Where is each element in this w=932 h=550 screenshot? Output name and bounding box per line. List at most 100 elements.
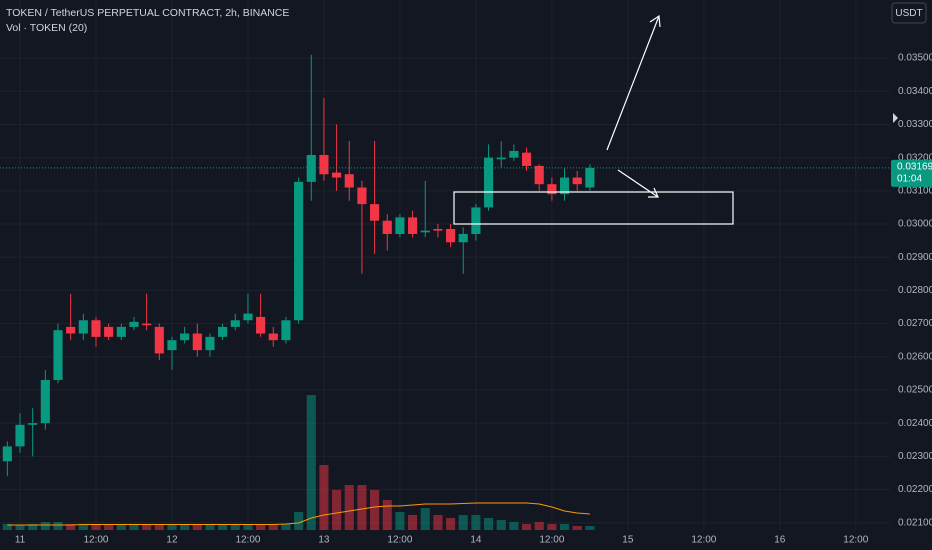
x-tick-label: 12:00	[539, 535, 564, 546]
candle-body	[433, 228, 443, 231]
volume-bar	[585, 526, 595, 530]
x-tick-label: 12	[166, 535, 178, 546]
arrow-drawing	[617, 169, 659, 198]
volume-bar	[433, 515, 443, 530]
y-tick-label: 0.03500	[898, 53, 932, 64]
chart-title: TOKEN / TetherUS PERPETUAL CONTRACT, 2h,…	[6, 7, 289, 19]
axes: 0.02100 0.02200 0.02300 0.02400 0.02500 0.026…	[15, 53, 932, 546]
scroll-arrow[interactable]	[893, 113, 898, 123]
candle-body	[420, 230, 430, 233]
candle-body	[521, 152, 532, 166]
candle-body	[585, 167, 595, 188]
volume-bar	[167, 525, 177, 530]
y-tick-label: 0.03300	[898, 119, 932, 130]
grid	[0, 0, 890, 530]
candle-body	[154, 326, 164, 354]
last-price-box	[891, 159, 932, 187]
x-tick-label: 15	[622, 535, 634, 546]
rectangle-drawing	[453, 191, 734, 225]
candle-body	[408, 217, 418, 234]
x-tick-label: 14	[470, 535, 482, 546]
volume-bar	[91, 525, 101, 530]
y-tick-label: 0.02800	[898, 285, 932, 296]
volume-bar	[66, 524, 76, 530]
x-tick-label: 11	[15, 535, 26, 546]
candle-body	[2, 446, 12, 462]
candle-body	[142, 323, 152, 326]
candle-body	[357, 187, 367, 205]
volume-bar	[332, 490, 342, 530]
candle-body	[496, 157, 506, 160]
x-tick-label: 12:00	[691, 535, 716, 546]
volume-bar	[357, 485, 367, 530]
candle-body	[129, 321, 139, 327]
candle-body	[370, 204, 380, 221]
volume-bar	[509, 522, 519, 530]
candle-body	[167, 340, 177, 351]
candle-body	[53, 330, 63, 380]
candle-body	[395, 217, 405, 234]
volume-ma-line	[7, 502, 590, 526]
candle-body	[268, 333, 278, 341]
x-tick-label: 13	[318, 535, 330, 546]
volume-bar	[15, 525, 25, 530]
candle-body	[446, 228, 456, 243]
volume-pane	[2, 395, 595, 530]
volume-bar	[256, 525, 266, 530]
last-price-label: 0.03169	[897, 162, 932, 173]
y-tick-label: 0.03000	[898, 219, 932, 230]
candle-body	[319, 154, 329, 175]
y-tick-label: 0.03400	[898, 86, 932, 97]
candle-body	[294, 181, 304, 321]
candle-body	[306, 154, 316, 182]
volume-bar	[218, 525, 228, 530]
arrow-head	[648, 187, 659, 198]
volume-bar	[154, 524, 164, 530]
candle-body	[471, 207, 481, 234]
candle-body	[344, 174, 354, 188]
candle-body	[458, 233, 468, 243]
candle-body	[281, 320, 291, 341]
volume-bar	[534, 522, 544, 530]
candle-body	[40, 379, 50, 424]
arrow-drawing	[606, 15, 660, 151]
candle-body	[116, 326, 126, 337]
candle-body	[332, 172, 342, 178]
volume-bar	[559, 524, 570, 530]
volume-bar	[205, 525, 215, 530]
candle-body	[180, 333, 190, 341]
x-tick-label: 12:00	[83, 535, 108, 546]
candle-body	[104, 326, 114, 337]
volume-bar	[230, 525, 240, 530]
currency-label[interactable]: USDT	[895, 8, 922, 19]
x-tick-label: 12:00	[235, 535, 260, 546]
candle-body	[78, 320, 88, 334]
volume-bar	[382, 500, 392, 530]
currency-button[interactable]	[891, 2, 927, 24]
candle-body	[559, 177, 570, 195]
volume-bar	[142, 525, 152, 530]
y-tick-label: 0.02600	[898, 351, 932, 362]
y-tick-label: 0.02100	[898, 517, 932, 528]
candle-body	[256, 316, 266, 334]
x-tick-label: 12:00	[843, 535, 868, 546]
volume-bar	[484, 518, 494, 530]
candle-body	[66, 326, 76, 334]
candle-body	[230, 320, 240, 327]
volume-bar	[471, 515, 481, 530]
volume-bar	[319, 465, 329, 530]
candle-body	[547, 184, 557, 195]
volume-legend: Vol · TOKEN (20)	[6, 22, 87, 34]
volume-bar	[180, 525, 190, 530]
volume-bar	[104, 525, 114, 530]
volume-bar	[408, 515, 418, 530]
candle-body	[15, 424, 25, 447]
candle-body	[192, 333, 202, 351]
y-tick-label: 0.02900	[898, 252, 932, 263]
volume-bar	[129, 524, 139, 530]
candle-body	[218, 326, 228, 337]
candle-body	[91, 320, 101, 337]
countdown-label: 01:04	[897, 174, 922, 185]
